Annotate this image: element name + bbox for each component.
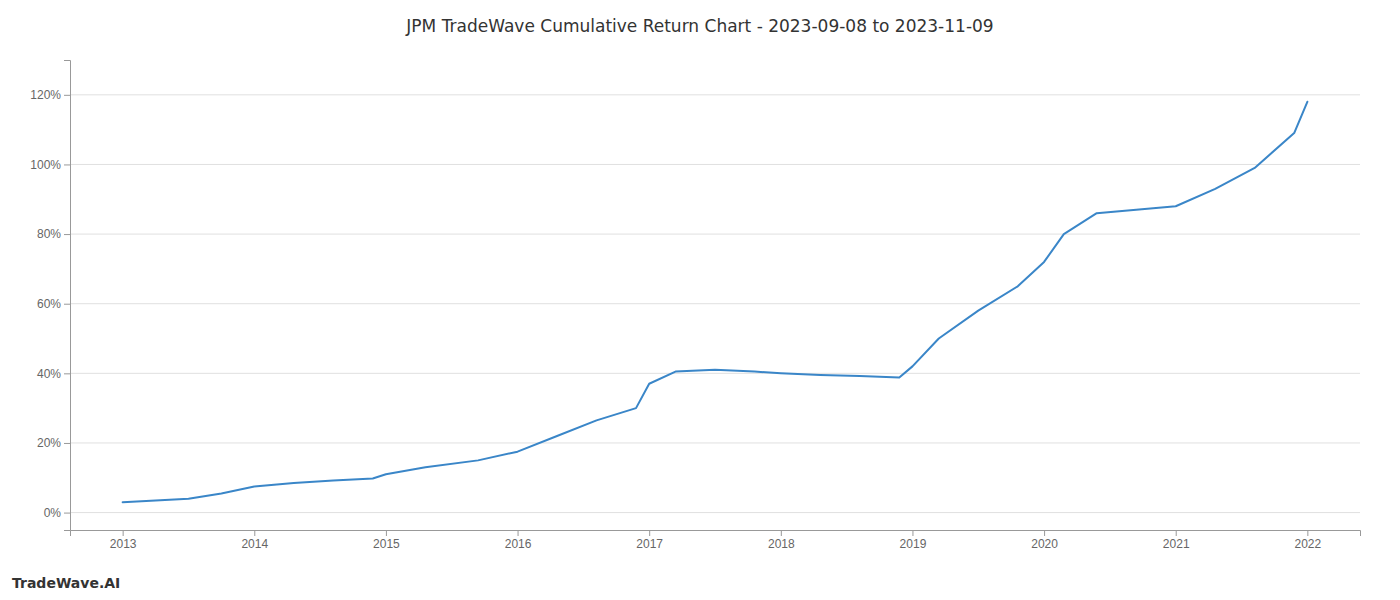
- x-tick-label: 2013: [110, 537, 137, 551]
- y-tick: 100%: [30, 158, 70, 172]
- x-tick-label: 2018: [768, 537, 795, 551]
- grid-line: [70, 234, 1360, 235]
- y-tick-label: 20%: [37, 436, 61, 450]
- x-tick-mark: [1176, 530, 1177, 536]
- x-tick: 2017: [636, 530, 663, 551]
- x-tick-mark: [1307, 530, 1308, 536]
- y-tick-label: 100%: [30, 158, 61, 172]
- x-tick-mark: [518, 530, 519, 536]
- grid-line: [70, 512, 1360, 513]
- x-tick: 2014: [241, 530, 268, 551]
- y-axis: 0% 20% 40% 60% 80% 100% 120%: [30, 61, 70, 531]
- x-tick-label: 2014: [241, 537, 268, 551]
- x-tick-label: 2021: [1163, 537, 1190, 551]
- chart: 2013 2014 2015 2016 2017 2018 2019 2020 2021 2022…: [0, 0, 1400, 600]
- x-tick-label: 2019: [900, 537, 927, 551]
- grid-line: [70, 373, 1360, 374]
- x-tick-mark: [649, 530, 650, 536]
- y-tick: 120%: [30, 88, 70, 102]
- x-tick-label: 2020: [1031, 537, 1058, 551]
- x-tick-mark: [123, 530, 124, 536]
- x-tick-mark: [912, 530, 913, 536]
- y-axis-line: [64, 61, 71, 531]
- x-tick-label: 2017: [636, 537, 663, 551]
- title: JPM TradeWave Cumulative Return Chart - …: [405, 16, 993, 36]
- y-tick-mark: [64, 373, 70, 374]
- y-tick-mark: [64, 234, 70, 235]
- x-tick-label: 2016: [505, 537, 532, 551]
- x-tick: 2022: [1294, 530, 1321, 551]
- x-tick: 2020: [1031, 530, 1058, 551]
- x-tick: 2018: [768, 530, 795, 551]
- y-tick-mark: [64, 443, 70, 444]
- x-axis: 2013 2014 2015 2016 2017 2018 2019 2020 2021 2022: [71, 530, 1361, 551]
- y-tick-mark: [64, 513, 70, 514]
- x-tick-label: 2015: [373, 537, 400, 551]
- y-tick-label: 120%: [30, 88, 61, 102]
- watermark: TradeWave.AI: [12, 575, 120, 591]
- y-tick-label: 80%: [37, 227, 61, 241]
- y-tick-mark: [64, 164, 70, 165]
- x-tick: 2016: [505, 530, 532, 551]
- y-tick-label: 40%: [37, 367, 61, 381]
- grid-line: [70, 303, 1360, 304]
- x-tick: 2021: [1163, 530, 1190, 551]
- plot-area: 2013 2014 2015 2016 2017 2018 2019 2020 2021 2022…: [30, 61, 1360, 551]
- grid-line: [70, 164, 1360, 165]
- line: [123, 102, 1308, 502]
- x-tick-mark: [781, 530, 782, 536]
- y-tick: 40%: [37, 367, 70, 381]
- x-tick: 2019: [900, 530, 927, 551]
- grid-line: [70, 94, 1360, 95]
- grid-line: [70, 442, 1360, 443]
- y-tick: 60%: [37, 297, 70, 311]
- y-tick-mark: [64, 304, 70, 305]
- marks: [123, 102, 1308, 502]
- x-tick-mark: [1044, 530, 1045, 536]
- x-tick-label: 2022: [1294, 537, 1321, 551]
- grid: [70, 95, 1360, 513]
- y-tick: 20%: [37, 436, 70, 450]
- x-tick-mark: [254, 530, 255, 536]
- x-tick-mark: [386, 530, 387, 536]
- y-tick-label: 0%: [44, 506, 62, 520]
- y-tick: 0%: [44, 506, 70, 520]
- x-tick: 2013: [110, 530, 137, 551]
- y-tick-label: 60%: [37, 297, 61, 311]
- y-tick-mark: [64, 95, 70, 96]
- y-tick: 80%: [37, 227, 70, 241]
- x-axis-line: [71, 531, 1361, 537]
- x-tick: 2015: [373, 530, 400, 551]
